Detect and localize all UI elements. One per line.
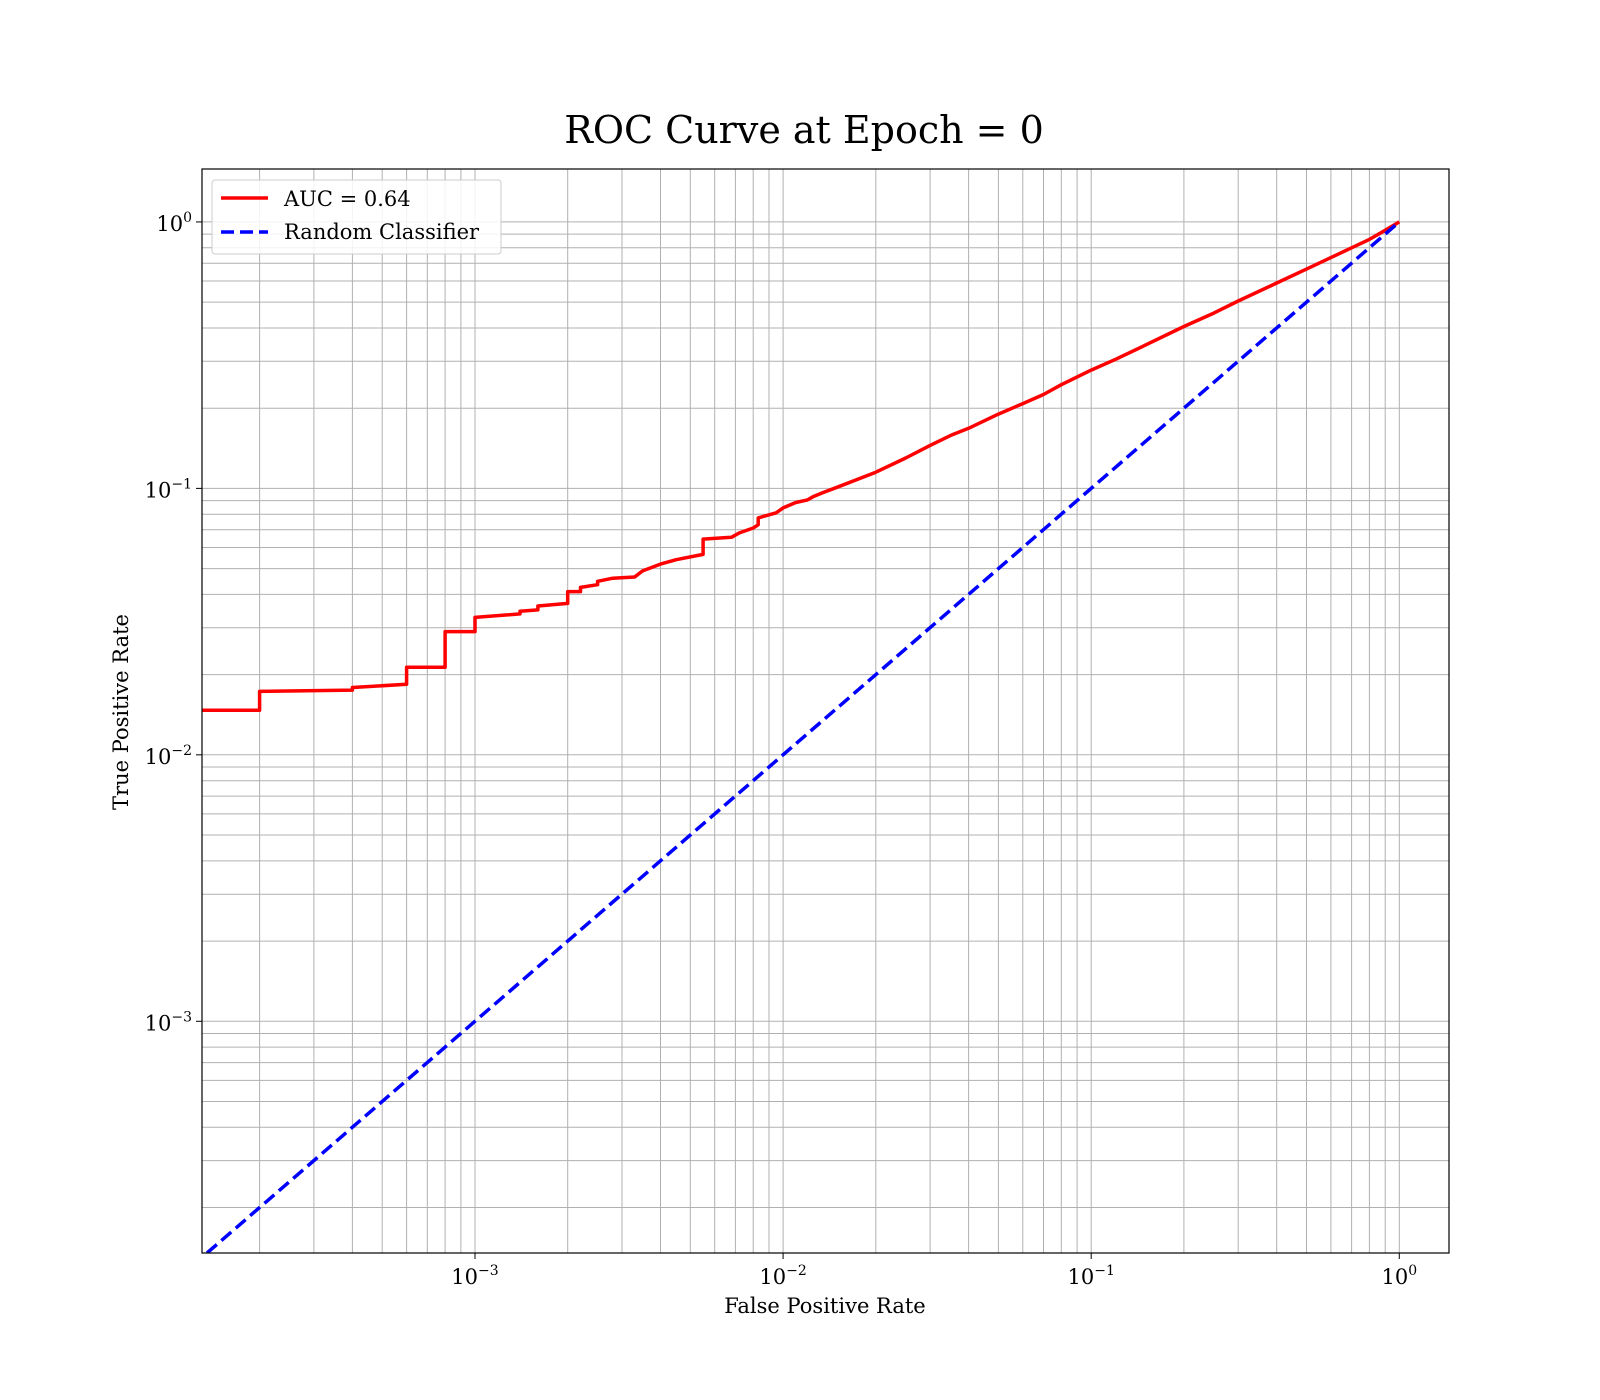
- plot-frame: [201, 168, 1450, 1254]
- legend-label-random-classifier: Random Classifier: [284, 220, 480, 244]
- x-tick-label: 10−1: [1067, 1263, 1114, 1289]
- x-ticks: 10−3 10−2 10−1 100: [451, 1253, 1417, 1289]
- x-axis-label: False Positive Rate: [724, 1294, 925, 1318]
- series-line-random-classifier: [205, 220, 1401, 1253]
- y-tick-label: 10−3: [145, 1009, 192, 1035]
- series-line-roc-curve: [202, 220, 1401, 712]
- x-tick-label: 100: [1381, 1263, 1417, 1289]
- legend-box: [211, 179, 502, 255]
- y-tick-label: 10−2: [145, 743, 192, 769]
- grid: [202, 169, 1449, 1253]
- x-tick-label: 10−2: [759, 1263, 806, 1289]
- series-layer: [202, 220, 1401, 1253]
- legend-label-auc: AUC = 0.64: [283, 187, 411, 211]
- y-tick-label: 100: [156, 210, 192, 236]
- chart-title: ROC Curve at Epoch = 0: [564, 108, 1044, 152]
- x-tick-label: 10−3: [451, 1263, 498, 1289]
- legend: AUC = 0.64 Random Classifier: [211, 179, 502, 255]
- y-ticks: 10−3 10−2 10−1 100: [145, 210, 202, 1035]
- y-tick-label: 10−1: [145, 476, 192, 502]
- y-axis-label: True Positive Rate: [109, 614, 133, 810]
